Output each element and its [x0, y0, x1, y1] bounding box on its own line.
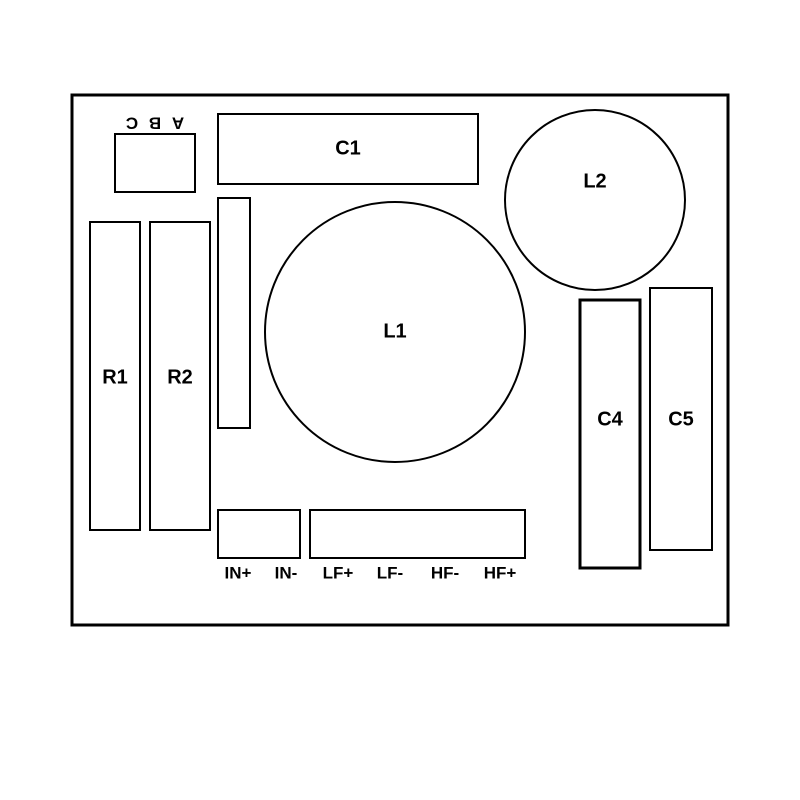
label-hf-minus: HF- — [431, 563, 459, 582]
label-lf-minus: LF- — [377, 563, 403, 582]
label-c5: C5 — [668, 408, 694, 430]
label-c4: C4 — [597, 408, 623, 430]
pcb-layout-diagram: C B A C1 L2 L1 R1 R2 C4 C5 IN+ IN- LF+ L… — [0, 0, 800, 800]
label-r1: R1 — [102, 366, 128, 388]
header-abc — [115, 134, 195, 192]
label-c1: C1 — [335, 137, 361, 159]
label-b-flipped: B — [149, 114, 161, 133]
terminal-block-lfhf — [310, 510, 525, 558]
label-l2: L2 — [583, 170, 606, 192]
component-c4 — [580, 300, 640, 568]
label-l1: L1 — [383, 320, 406, 342]
label-r2: R2 — [167, 366, 193, 388]
label-a-flipped: A — [172, 114, 184, 133]
component-small-vertical — [218, 198, 250, 428]
label-hf-plus: HF+ — [484, 563, 517, 582]
component-l2 — [505, 110, 685, 290]
terminal-block-in — [218, 510, 300, 558]
label-in-plus: IN+ — [225, 563, 252, 582]
board-outline — [72, 95, 728, 625]
label-in-minus: IN- — [275, 563, 298, 582]
label-c-flipped: C — [126, 114, 138, 133]
label-lf-plus: LF+ — [323, 563, 354, 582]
